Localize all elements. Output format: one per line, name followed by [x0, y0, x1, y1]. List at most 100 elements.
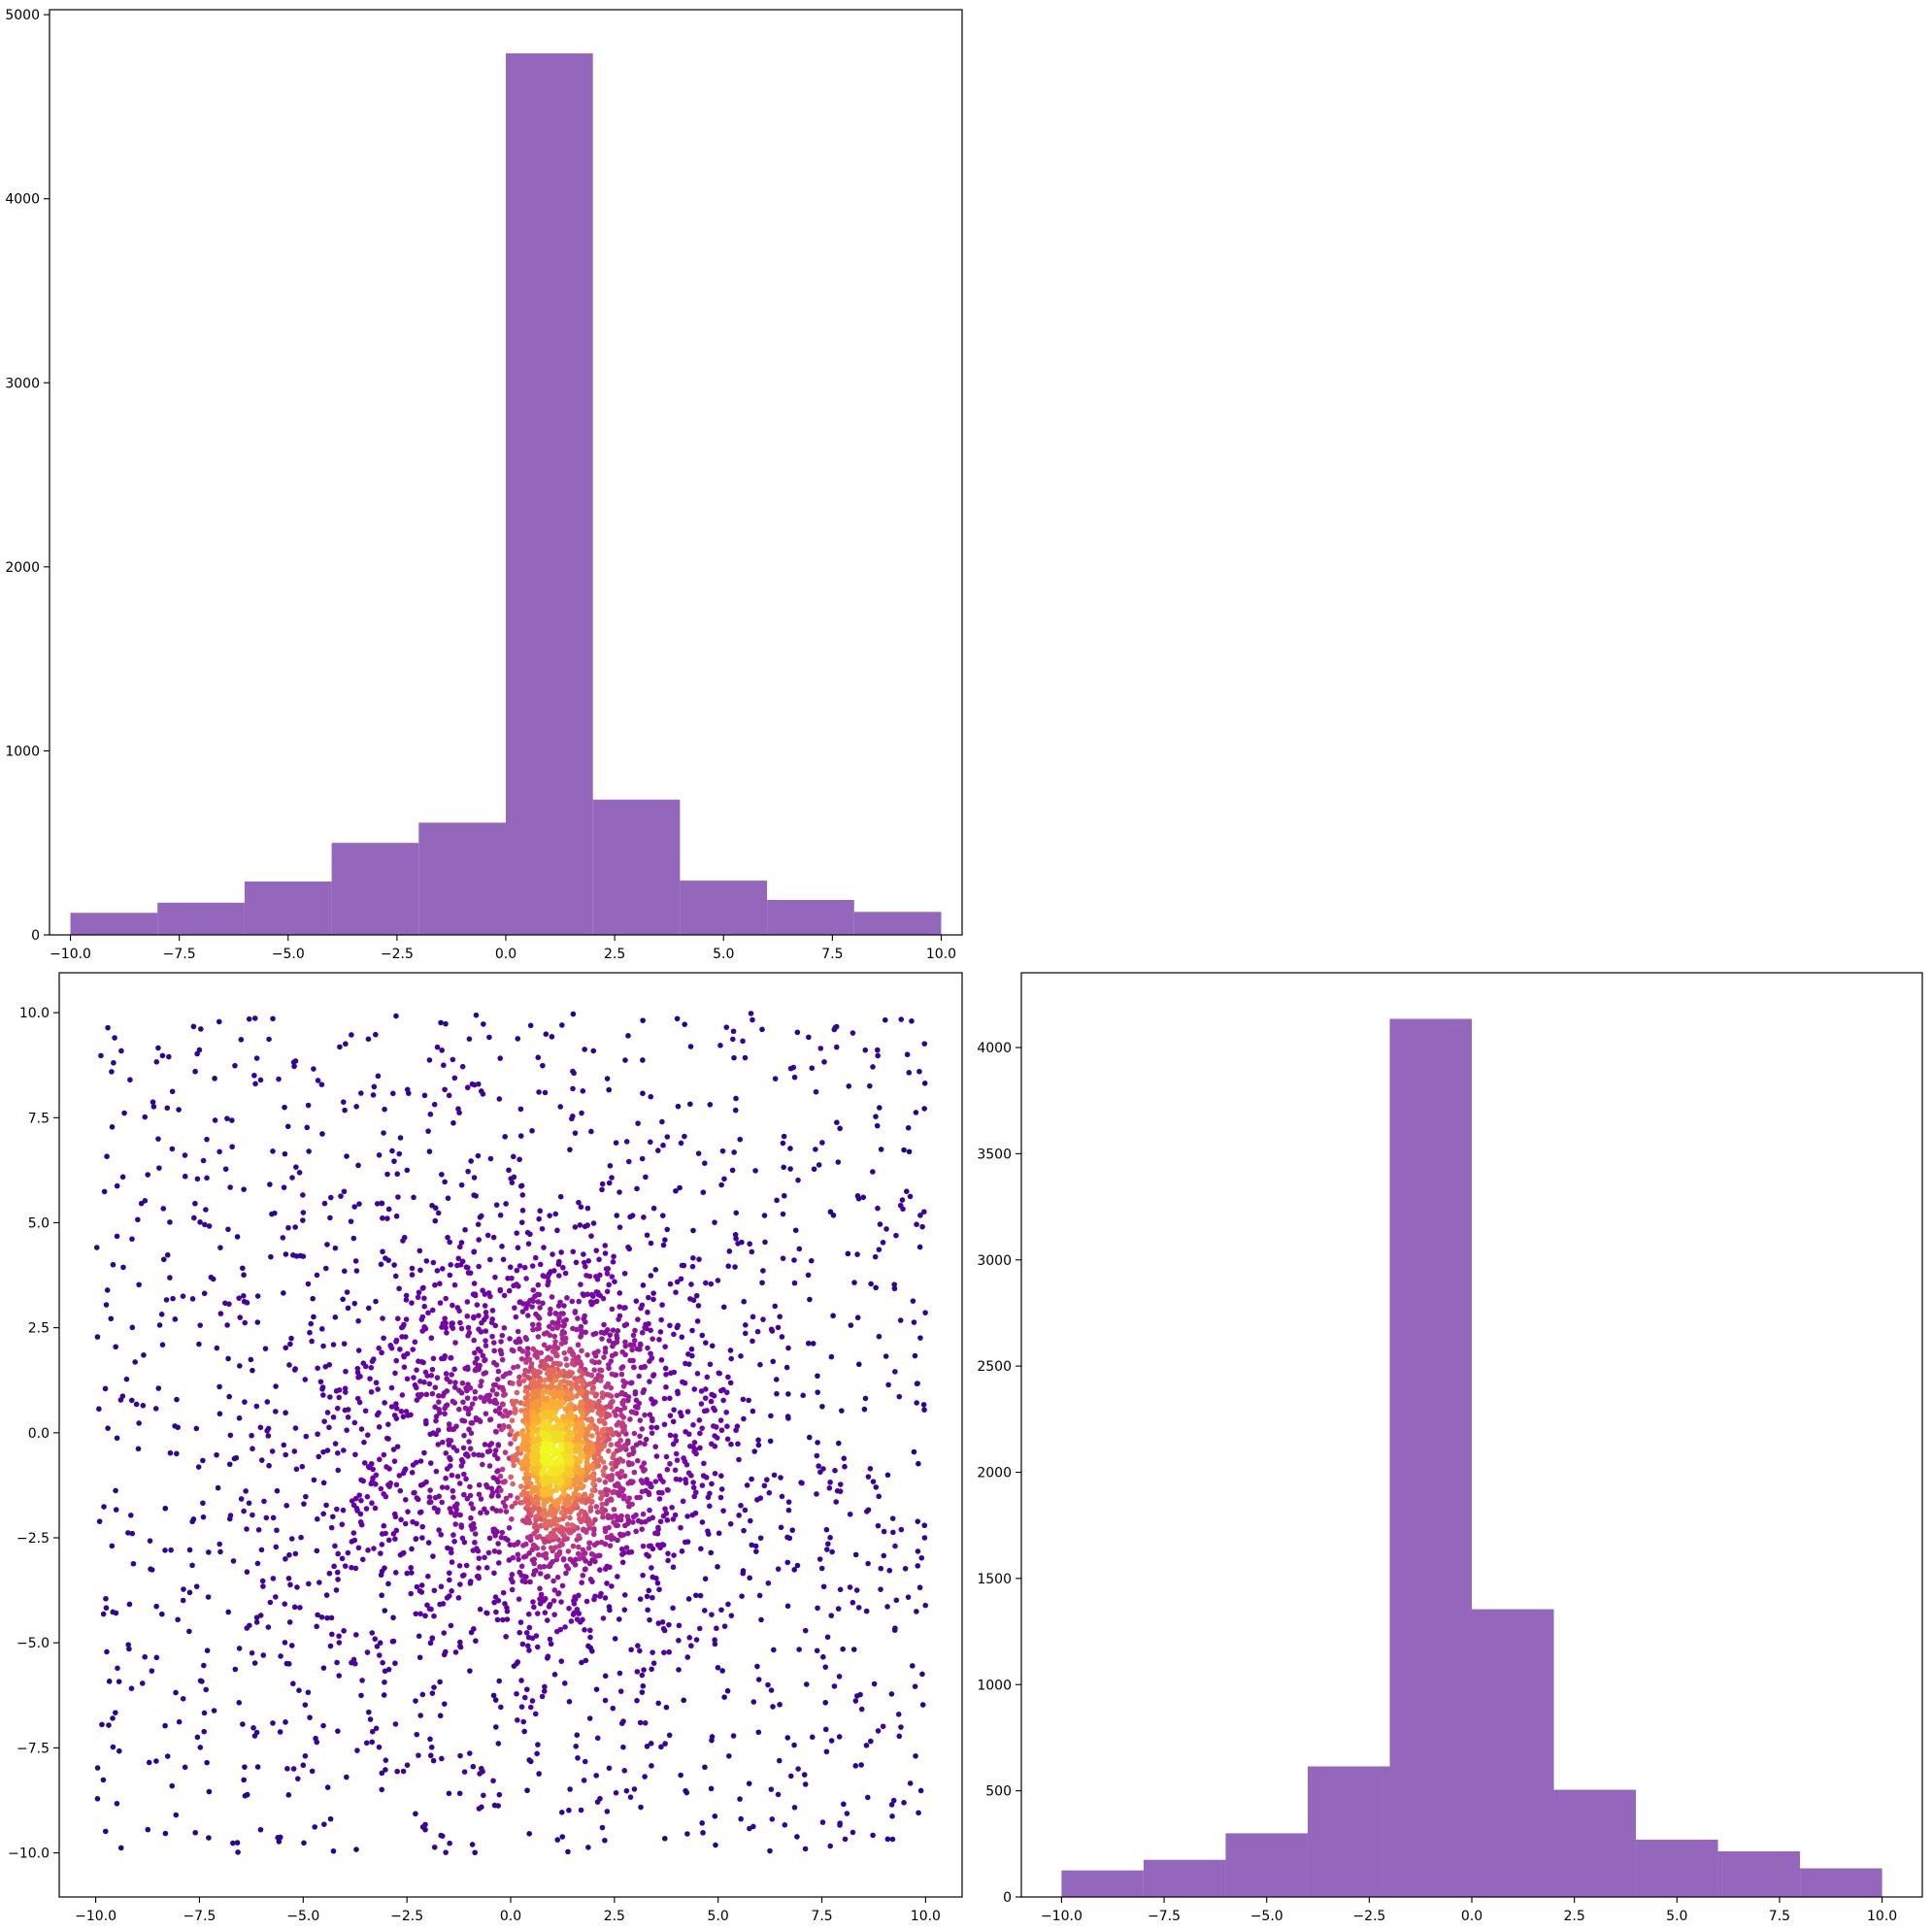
scatter-point [404, 1167, 411, 1174]
scatter-point [436, 1406, 442, 1413]
scatter-point [376, 1744, 383, 1750]
scatter-point [583, 1389, 590, 1396]
scatter-point [497, 1473, 504, 1480]
scatter-point [506, 1287, 513, 1294]
scatter-point [523, 1471, 529, 1477]
scatter-point [493, 1724, 499, 1730]
scatter-point [422, 1325, 429, 1332]
scatter-point [273, 1383, 279, 1389]
scatter-point [596, 1477, 603, 1483]
scatter-point [693, 1592, 699, 1599]
scatter-point [467, 1384, 474, 1391]
scatter-point [335, 1577, 341, 1582]
scatter-point [416, 1654, 423, 1661]
scatter-point [489, 1387, 496, 1393]
scatter-point [738, 1353, 744, 1359]
scatter-point [764, 1477, 770, 1482]
scatter-point [343, 1041, 349, 1048]
scatter-point [525, 1368, 532, 1375]
scatter-point [554, 1503, 561, 1510]
scatter-point [594, 1735, 601, 1742]
scatter-point [159, 1611, 165, 1617]
scatter-point [365, 1709, 372, 1715]
scatter-point [602, 1837, 608, 1844]
scatter-point [350, 1530, 357, 1536]
scatter-point [349, 1564, 354, 1571]
scatter-point [471, 1626, 477, 1632]
scatter-point [468, 1579, 474, 1584]
scatter-point [323, 1592, 330, 1598]
scatter-point [642, 1412, 648, 1418]
scatter-point [564, 1362, 570, 1369]
axes-frame [58, 972, 963, 1898]
scatter-point [486, 1034, 492, 1041]
scatter-point [478, 1382, 483, 1389]
scatter-point [357, 1374, 363, 1380]
scatter-point [281, 1290, 286, 1296]
scatter-point [607, 1402, 613, 1409]
scatter-point [523, 1629, 530, 1636]
scatter-point [916, 1584, 923, 1591]
scatter-point [396, 1150, 403, 1157]
scatter-point [451, 1281, 458, 1288]
scatter-point [627, 1794, 634, 1800]
scatter-point [378, 1261, 384, 1268]
scatter-point [744, 1482, 750, 1488]
scatter-point [438, 1531, 445, 1538]
scatter-point [644, 1593, 650, 1600]
scatter-point [432, 1205, 439, 1212]
scatter-point [660, 1242, 667, 1248]
scatter-point [269, 1448, 276, 1454]
scatter-point [424, 1373, 430, 1379]
scatter-point [431, 1613, 437, 1619]
scatter-point [554, 1553, 560, 1559]
scatter-point [283, 1719, 288, 1725]
scatter-point [142, 1653, 149, 1660]
scatter-point [139, 1680, 146, 1686]
scatter-point [155, 1385, 162, 1391]
scatter-point [200, 1157, 207, 1164]
scatter-point [916, 1810, 921, 1816]
scatter-point [103, 1595, 109, 1602]
scatter-point [439, 1266, 446, 1272]
scatter-point [428, 1744, 435, 1750]
scatter-point [440, 1320, 447, 1327]
scatter-point [612, 1340, 618, 1347]
scatter-point [521, 1728, 527, 1735]
scatter-point [541, 1245, 547, 1250]
scatter-point [217, 1541, 223, 1547]
scatter-point [649, 1666, 654, 1673]
scatter-point [677, 1184, 683, 1191]
scatter-point [469, 1401, 476, 1407]
scatter-point [350, 1235, 357, 1242]
scatter-point [593, 1274, 599, 1280]
scatter-point [564, 1388, 570, 1395]
scatter-point [772, 1076, 779, 1081]
scatter-point [450, 1119, 456, 1126]
scatter-point [875, 1205, 881, 1212]
scatter-point [540, 1388, 547, 1395]
scatter-point [604, 1411, 611, 1417]
scatter-point [425, 1573, 431, 1580]
scatter-point [638, 1804, 644, 1811]
scatter-point [589, 1389, 596, 1396]
scatter-point [532, 1414, 539, 1419]
scatter-point [447, 1577, 452, 1583]
scatter-point [641, 1215, 647, 1220]
scatter-point [663, 1371, 669, 1378]
scatter-point [640, 1282, 647, 1288]
scatter-point [696, 1625, 703, 1632]
scatter-point [599, 1186, 605, 1193]
x-tick-label: −7.5 [1148, 1909, 1181, 1924]
scatter-point [458, 1456, 465, 1463]
scatter-point [639, 1689, 646, 1695]
scatter-point [650, 1649, 655, 1655]
scatter-point [317, 1379, 324, 1385]
scatter-point [409, 1300, 415, 1306]
x-tick-label: 10.0 [926, 947, 956, 962]
scatter-point [291, 1063, 297, 1070]
scatter-point [427, 1111, 434, 1117]
scatter-point [733, 1210, 740, 1216]
scatter-point [260, 1583, 266, 1589]
scatter-point [515, 1245, 521, 1250]
